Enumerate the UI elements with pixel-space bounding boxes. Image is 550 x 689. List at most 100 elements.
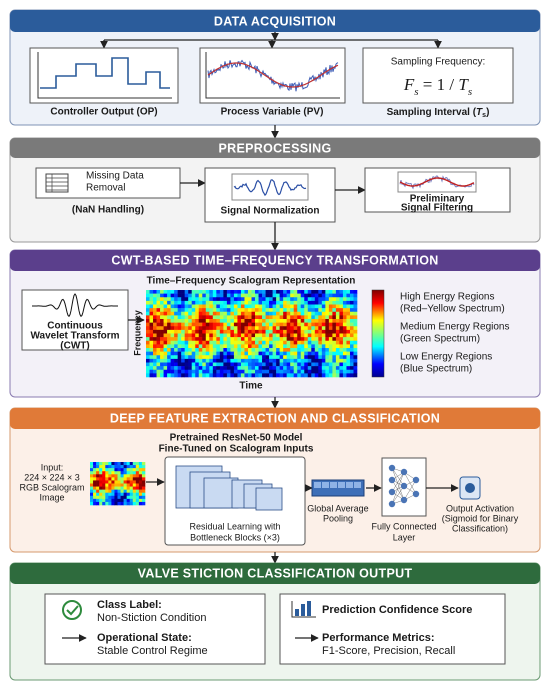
scalogram-cell <box>251 366 256 371</box>
scalogram-cell <box>195 290 200 294</box>
scalogram-cell <box>297 340 302 345</box>
scalogram-cell <box>153 351 157 356</box>
scalogram-cell <box>93 486 97 490</box>
scalogram-cell <box>216 337 221 342</box>
scalogram-cell <box>205 355 210 360</box>
scalogram-cell <box>102 483 106 487</box>
scalogram-cell <box>265 348 270 352</box>
scalogram-cell <box>184 293 189 298</box>
scalogram-cell <box>251 362 256 367</box>
scalogram-cell <box>209 290 214 294</box>
scalogram-cell <box>251 373 256 378</box>
scalogram-cell <box>120 483 124 487</box>
scalogram-cell <box>202 351 207 356</box>
scalogram-cell <box>174 369 178 374</box>
scalogram-cell <box>290 300 294 305</box>
scalogram-cell <box>216 304 221 309</box>
scalogram-cell <box>198 351 203 356</box>
scalogram-cell <box>160 362 164 367</box>
scalogram-cell <box>258 319 263 323</box>
scalogram-cell <box>198 293 203 298</box>
scalogram-cell <box>342 326 347 331</box>
scalogram-cell <box>279 333 284 338</box>
scalogram-cell <box>135 465 140 469</box>
scalogram-cell <box>346 355 351 360</box>
scalogram-cell <box>146 369 150 374</box>
scalogram-cell <box>276 290 280 294</box>
scalogram-cell <box>163 366 168 371</box>
scalogram-cell <box>102 471 106 475</box>
scalogram-cell <box>184 322 189 327</box>
scalogram-cell <box>307 355 312 360</box>
scalogram-cell <box>279 326 284 331</box>
scalogram-cell <box>247 348 252 352</box>
scalogram-cell <box>247 293 252 298</box>
scalogram-cell <box>146 358 150 363</box>
scalogram-cell <box>102 495 106 500</box>
scalogram-cell <box>153 362 157 367</box>
scalogram-cell <box>300 304 305 309</box>
scalogram-cell <box>184 358 189 363</box>
scalogram-cell <box>247 322 252 327</box>
scalogram-cell <box>160 329 164 334</box>
scalogram-cell <box>184 369 189 374</box>
scalogram-cell <box>216 340 221 345</box>
scalogram-cell <box>230 293 235 298</box>
scalogram-cell <box>216 373 221 378</box>
scalogram-cell <box>297 329 302 334</box>
scalogram-cell <box>290 333 294 338</box>
scalogram-cell <box>265 304 270 309</box>
scalogram-cell <box>191 340 196 345</box>
scalogram-cell <box>262 373 266 378</box>
scalogram-cell <box>191 315 196 320</box>
scalogram-cell <box>184 340 189 345</box>
scalogram-cell <box>181 340 185 345</box>
scalogram-cell <box>240 329 245 334</box>
scalogram-cell <box>339 290 344 294</box>
scalogram-cell <box>332 340 337 345</box>
scalogram-cell <box>230 297 235 302</box>
scalogram-cell <box>153 344 157 349</box>
scalogram-cell <box>160 344 164 349</box>
scalogram-cell <box>293 369 298 374</box>
scalogram-cell <box>188 290 193 294</box>
pooling-block <box>311 479 365 497</box>
scalogram-cell <box>251 369 256 374</box>
confidence-label: Prediction Confidence Score <box>322 604 472 616</box>
scalogram-cell <box>170 348 175 352</box>
scalogram-cell <box>304 366 309 371</box>
scalogram-cell <box>96 462 100 466</box>
scalogram-cell <box>177 340 182 345</box>
scalogram-cell <box>244 319 249 323</box>
scalogram-cell <box>311 362 316 367</box>
scalogram-cell <box>167 369 171 374</box>
scalogram-cell <box>120 495 124 500</box>
scalogram-cell <box>307 358 312 363</box>
scalogram-cell <box>349 304 354 309</box>
scalogram-cell <box>240 340 245 345</box>
scalogram-cell <box>349 355 354 360</box>
scalogram-cell <box>335 340 340 345</box>
scalogram-cell <box>105 474 109 478</box>
scalogram-cell <box>226 293 231 298</box>
scalogram-cell <box>311 337 316 342</box>
scalogram-cell <box>156 362 161 367</box>
scalogram-cell <box>328 297 333 302</box>
scalogram-cell <box>349 311 354 316</box>
scalogram-cell <box>219 290 224 294</box>
scalogram-cell <box>276 355 280 360</box>
scalogram-cell <box>212 355 217 360</box>
scalogram-cell <box>195 293 200 298</box>
scalogram-cell <box>132 465 137 469</box>
scalogram-cell <box>184 326 189 331</box>
scalogram-cell <box>223 333 228 338</box>
scalogram-cell <box>279 337 284 342</box>
fc-edge <box>391 471 405 493</box>
scalogram-cell <box>167 300 171 305</box>
scalogram-cell <box>283 326 287 331</box>
scalogram-cell <box>230 337 235 342</box>
scalogram-cell <box>233 293 238 298</box>
scalogram-cell <box>307 311 312 316</box>
scalogram-cell <box>111 462 115 466</box>
scalogram-cell <box>111 465 115 469</box>
